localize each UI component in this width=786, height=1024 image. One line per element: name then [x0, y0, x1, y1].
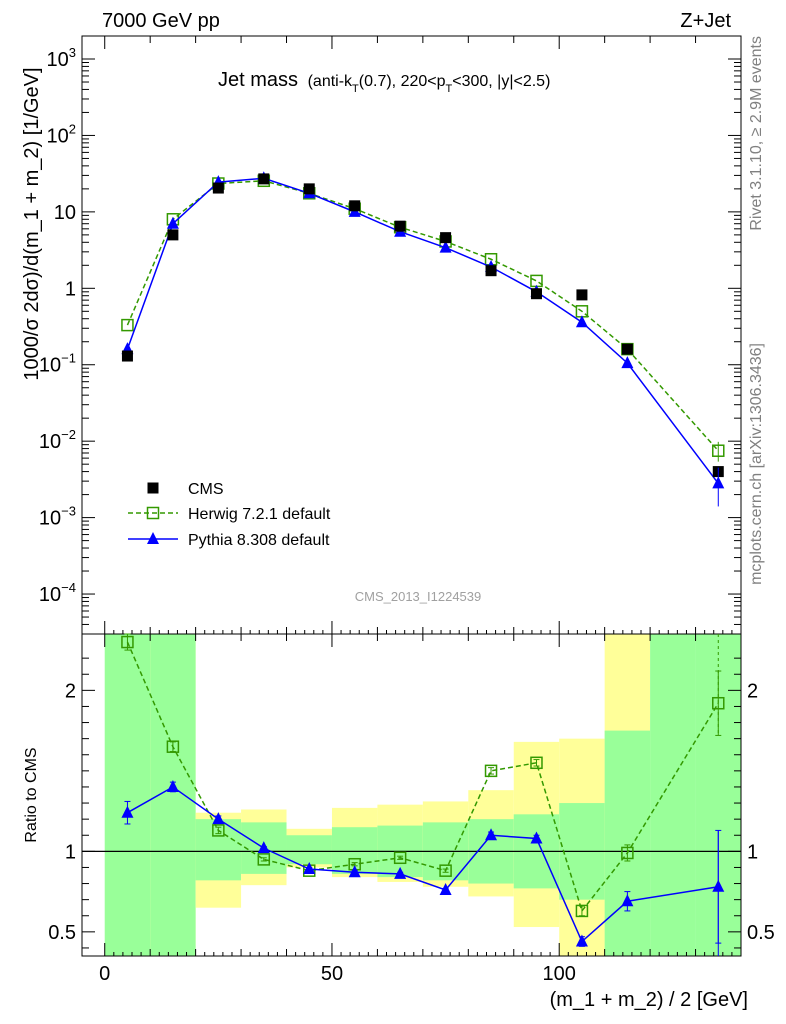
ratio-y-tick-label: 1	[65, 841, 76, 863]
ratio-point	[575, 934, 588, 947]
plot-layer: 10−4 10−3 10−2 10−1 1 10 102 103 0 50 100 0.5 0.5 1 1 2…	[39, 35, 775, 985]
series-line	[126, 180, 719, 452]
y-tick-label: 10−2	[39, 427, 76, 453]
data-point	[440, 232, 452, 244]
ratio-point	[621, 846, 634, 860]
data-point	[575, 315, 588, 328]
ratio-y-tick-label: 2	[747, 680, 758, 702]
header-right: Z+Jet	[680, 10, 731, 32]
y-tick-label: 10	[54, 202, 76, 224]
data-point	[303, 183, 315, 195]
x-tick-label: 50	[321, 963, 343, 985]
ratio-point	[212, 824, 225, 837]
main-frame	[81, 35, 742, 635]
ratio-y-tick-label: 2	[65, 680, 76, 702]
legend-label: Herwig 7.2.1 default	[188, 506, 331, 523]
ratio-point	[212, 812, 225, 825]
chart-title: Jet mass (anti-kT(0.7), 220<pT<300, |y|<…	[218, 69, 550, 95]
data-point	[621, 343, 633, 355]
legend: CMS Herwig 7.2.1 default Pythia 8.308 defa…	[128, 481, 331, 549]
ratio-point	[530, 831, 543, 844]
ratio-point	[121, 805, 134, 818]
ratio-point	[439, 882, 452, 895]
data-point	[439, 240, 452, 253]
series-line	[126, 177, 719, 484]
watermark: CMS_2013_I1224539	[355, 589, 482, 604]
data-point	[530, 288, 542, 300]
stat-band	[650, 634, 696, 956]
x-tick-label: 0	[99, 963, 110, 985]
legend-marker	[147, 482, 159, 494]
data-point	[167, 229, 179, 241]
data-point	[621, 356, 634, 369]
ratio-point	[303, 862, 316, 875]
data-point	[394, 220, 406, 232]
y-tick-label: 102	[47, 121, 76, 147]
ratio-point	[166, 779, 179, 792]
ratio-panel	[104, 634, 741, 956]
ratio-point	[348, 865, 361, 878]
ratio-point	[439, 864, 452, 877]
ratio-point	[257, 841, 270, 854]
ratio-point	[121, 635, 134, 649]
x-axis-label: (m_1 + m_2) / 2 [GeV]	[550, 989, 748, 1011]
ratio-point	[393, 851, 407, 865]
ratio-y-tick-label: 1	[747, 841, 758, 863]
data-point	[576, 289, 588, 301]
data-point	[349, 200, 361, 212]
stat-band	[604, 730, 651, 956]
stat-band	[150, 634, 196, 956]
stat-band	[104, 634, 151, 956]
stat-band	[286, 835, 332, 865]
data-point	[121, 350, 133, 362]
ratio-point	[575, 904, 589, 918]
legend-label: Pythia 8.308 default	[188, 532, 330, 549]
ratio-y-axis-label: Ratio to CMS	[23, 747, 40, 842]
x-tick-label: 100	[543, 963, 576, 985]
data-point	[212, 182, 224, 194]
y-tick-label: 10−1	[39, 351, 76, 377]
ratio-point	[257, 853, 271, 866]
data-point	[258, 173, 270, 185]
data-point	[485, 265, 497, 277]
data-point	[121, 318, 134, 332]
ratio-point	[484, 764, 498, 778]
y-tick-label: 10−4	[39, 580, 76, 606]
ratio-point	[530, 756, 543, 770]
ratio-point	[166, 740, 180, 753]
legend-marker	[147, 532, 159, 544]
data-point	[166, 216, 179, 229]
legend-label: CMS	[188, 481, 224, 498]
y-tick-label: 1	[65, 278, 76, 300]
y-tick-label: 10−3	[39, 504, 76, 530]
ratio-y-tick-label: 0.5	[747, 922, 775, 944]
ratio-point	[621, 894, 634, 907]
y-axis-label: 1000/σ 2dσ)/d(m_1 + m_2) [1/GeV]	[21, 67, 43, 380]
data-point	[530, 274, 543, 288]
ratio-point	[485, 828, 498, 841]
header-left: 7000 GeV pp	[102, 10, 220, 32]
legend-marker	[146, 506, 160, 520]
ratio-frame	[81, 633, 742, 957]
side-label-bottom: mcplots.cern.ch [arXiv:1306.3436]	[748, 343, 765, 585]
ratio-point	[394, 866, 407, 879]
ratio-y-tick-label: 0.5	[48, 922, 76, 944]
y-tick-label: 103	[47, 45, 76, 71]
side-label-top: Rivet 3.1.10, ≥ 2.9M events	[748, 36, 765, 231]
